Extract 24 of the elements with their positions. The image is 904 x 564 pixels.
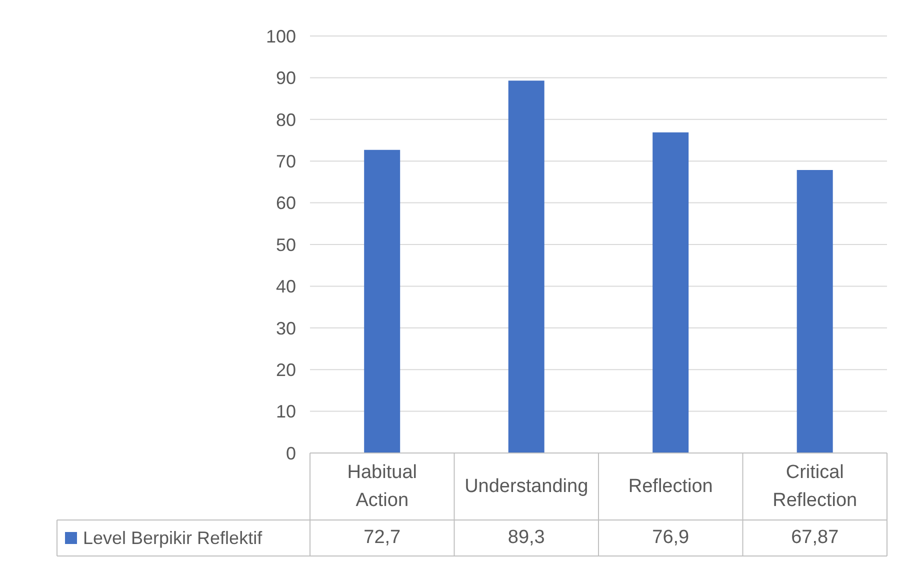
x-tick-label: Reflection [627,474,714,498]
x-tick-label: Habitual Action [346,460,418,512]
y-tick-label: 10 [276,402,296,422]
data-label: 89,3 [506,526,546,550]
y-tick-label: 100 [266,26,296,46]
x-tick-label: Critical Reflection [772,460,858,512]
bar [652,132,689,453]
data-label: 76,9 [651,526,690,550]
data-label: 72,7 [362,526,402,550]
bar [796,170,833,453]
bar [508,80,544,453]
x-tick-label: Understanding [464,474,590,498]
y-tick-label: 50 [276,234,296,255]
data-label: 67,87 [790,526,840,550]
y-tick-label: 30 [276,318,296,338]
y-tick-label: 90 [276,68,296,88]
y-tick-label: 70 [276,151,296,172]
legend-label: Level Berpikir Reflektif [83,528,262,548]
bar [364,150,400,453]
y-tick-label: 60 [276,193,296,214]
y-tick-label: 20 [276,360,296,380]
y-tick-label: 80 [276,110,296,130]
y-tick-label: 40 [276,276,296,297]
y-tick-label: 0 [286,443,296,464]
